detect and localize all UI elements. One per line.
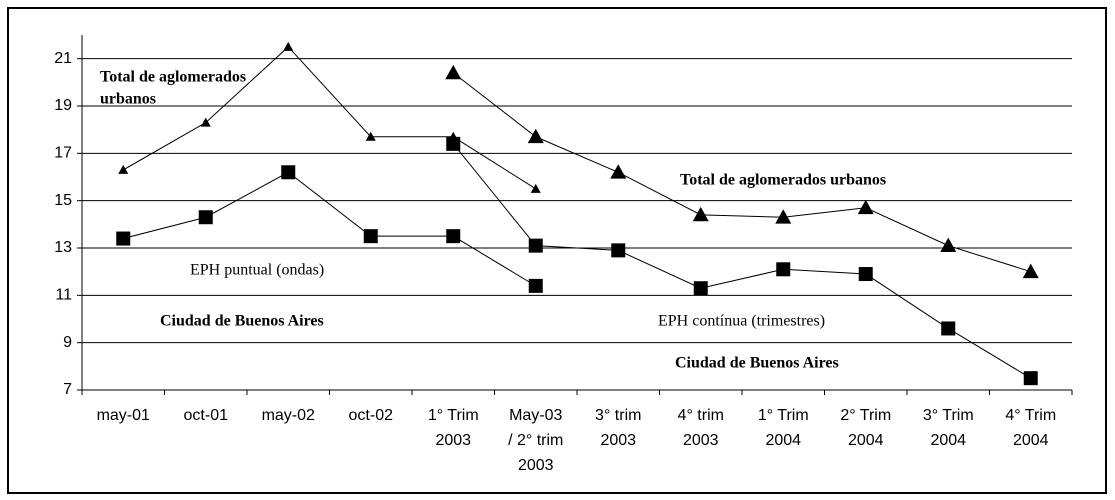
x-tick-label: 3° Trim (923, 407, 974, 424)
series-line (123, 171, 537, 287)
annotation: EPH contínua (trimestres) (658, 313, 825, 330)
point (198, 210, 213, 225)
point (528, 238, 543, 253)
point (857, 199, 874, 215)
x-tick-label: 3° trim (595, 407, 641, 424)
point (858, 267, 873, 282)
x-tick-label: 4° Trim (1005, 407, 1056, 424)
point (527, 128, 544, 144)
point (1023, 371, 1038, 386)
point (118, 164, 129, 174)
point (692, 206, 709, 222)
chart-border (7, 7, 1107, 494)
point (446, 136, 461, 151)
point (610, 164, 627, 179)
x-tick-label: oct-01 (184, 407, 229, 424)
x-tick-label: May-03 (509, 407, 562, 424)
y-tick-label: 9 (63, 334, 72, 351)
series-line (452, 72, 1031, 273)
annotation: Total de aglomerados (100, 69, 246, 86)
annotation: urbanos (100, 91, 156, 108)
y-tick-label: 19 (54, 97, 72, 114)
point (281, 165, 296, 180)
annotation: EPH puntual (ondas) (190, 262, 324, 279)
point (528, 278, 543, 293)
x-tick-label: 2003 (518, 457, 554, 474)
point (611, 243, 626, 258)
x-tick-label: 2003 (435, 432, 471, 449)
annotation: Ciudad de Buenos Aires (675, 355, 839, 372)
x-tick-label: 2° Trim (840, 407, 891, 424)
x-tick-label: 4° trim (678, 407, 724, 424)
y-tick-label: 21 (54, 50, 72, 67)
x-tick-label: 2004 (848, 432, 884, 449)
point (941, 321, 956, 336)
x-tick-label: 2003 (683, 432, 719, 449)
y-tick-label: 11 (55, 287, 72, 304)
x-tick-label: 1° Trim (428, 407, 479, 424)
point (116, 231, 131, 246)
x-tick-label: may-02 (262, 407, 315, 424)
x-tick-label: 2003 (600, 432, 636, 449)
y-tick-label: 17 (54, 145, 72, 162)
point (365, 131, 376, 141)
point (530, 183, 541, 193)
point (776, 262, 791, 277)
point (283, 41, 294, 51)
x-tick-label: 2004 (930, 432, 966, 449)
x-tick-label: 1° Trim (758, 407, 809, 424)
point (446, 229, 461, 244)
series-line (452, 143, 1032, 379)
x-tick-label: 2004 (1013, 432, 1049, 449)
point (363, 229, 378, 244)
point (940, 237, 957, 253)
y-tick-label: 7 (63, 381, 72, 398)
y-tick-label: 15 (54, 192, 72, 209)
point (775, 209, 792, 224)
annotation: Total de aglomerados urbanos (680, 172, 886, 189)
annotation: Ciudad de Buenos Aires (160, 313, 324, 330)
x-tick-label: may-01 (97, 407, 150, 424)
x-tick-label: 2004 (765, 432, 801, 449)
point (693, 281, 708, 296)
y-tick-label: 13 (54, 239, 72, 256)
x-tick-label: oct-02 (349, 407, 394, 424)
point (445, 64, 462, 80)
point (200, 117, 211, 127)
x-tick-label: / 2° trim (508, 432, 563, 449)
point (1022, 263, 1039, 279)
series-line (123, 46, 537, 190)
